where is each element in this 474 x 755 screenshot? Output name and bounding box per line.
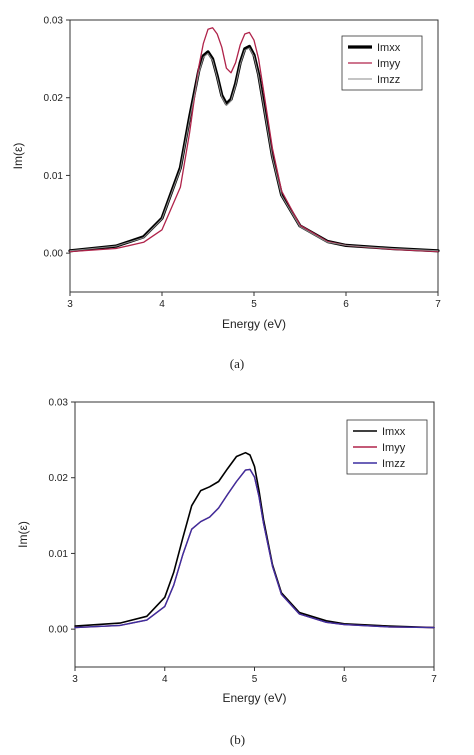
x-tick-label: 4	[159, 299, 165, 310]
x-axis-label: Energy (eV)	[222, 691, 286, 705]
y-tick-label: 0.01	[49, 549, 69, 560]
y-tick-label: 0.01	[44, 171, 64, 182]
legend-label-imzz: Imzz	[382, 458, 405, 470]
y-tick-label: 0.00	[44, 249, 64, 260]
panel-caption: (b)	[230, 732, 245, 747]
legend-label-imzz: Imzz	[377, 74, 400, 86]
series-line-imyy	[74, 468, 435, 629]
x-tick-label: 5	[251, 299, 257, 310]
y-tick-label: 0.03	[44, 16, 64, 27]
y-axis-label: Im(ε)	[11, 143, 25, 170]
x-tick-label: 6	[341, 674, 347, 685]
x-tick-label: 3	[67, 299, 73, 310]
x-tick-label: 3	[72, 674, 78, 685]
legend-label-imyy: Imyy	[377, 58, 401, 70]
legend: Imxx Imyy Imzz	[346, 419, 428, 475]
x-tick-label: 7	[431, 674, 437, 685]
chart-panel-b: 3 4 5 6 7 0.00 0.01 0.02 0.03 Energy (eV) Im(ε) Imx…	[16, 398, 437, 748]
x-tick-label: 4	[162, 674, 168, 685]
series-line-imzz	[74, 468, 435, 629]
y-tick-label: 0.03	[49, 398, 69, 409]
x-tick-label: 6	[343, 299, 349, 310]
chart-panel-a: 3 4 5 6 7 0.00 0.01 0.02 0.03 Energy (eV) Im(ε) Imx…	[11, 16, 441, 372]
legend-label-imxx: Imxx	[377, 42, 401, 54]
series-line-imxx	[74, 451, 435, 629]
x-tick-label: 7	[435, 299, 441, 310]
x-axis-label: Energy (eV)	[222, 317, 286, 331]
series-line-imyy	[69, 27, 439, 253]
y-axis-label: Im(ε)	[16, 521, 30, 548]
legend-label-imxx: Imxx	[382, 426, 406, 438]
legend: Imxx Imyy Imzz	[341, 35, 423, 91]
panel-caption: (a)	[230, 356, 244, 371]
y-tick-label: 0.00	[49, 625, 69, 636]
legend-label-imyy: Imyy	[382, 442, 406, 454]
y-tick-label: 0.02	[44, 93, 64, 104]
x-tick-label: 5	[252, 674, 258, 685]
series-line-imzz	[69, 47, 439, 252]
y-tick-label: 0.02	[49, 473, 69, 484]
